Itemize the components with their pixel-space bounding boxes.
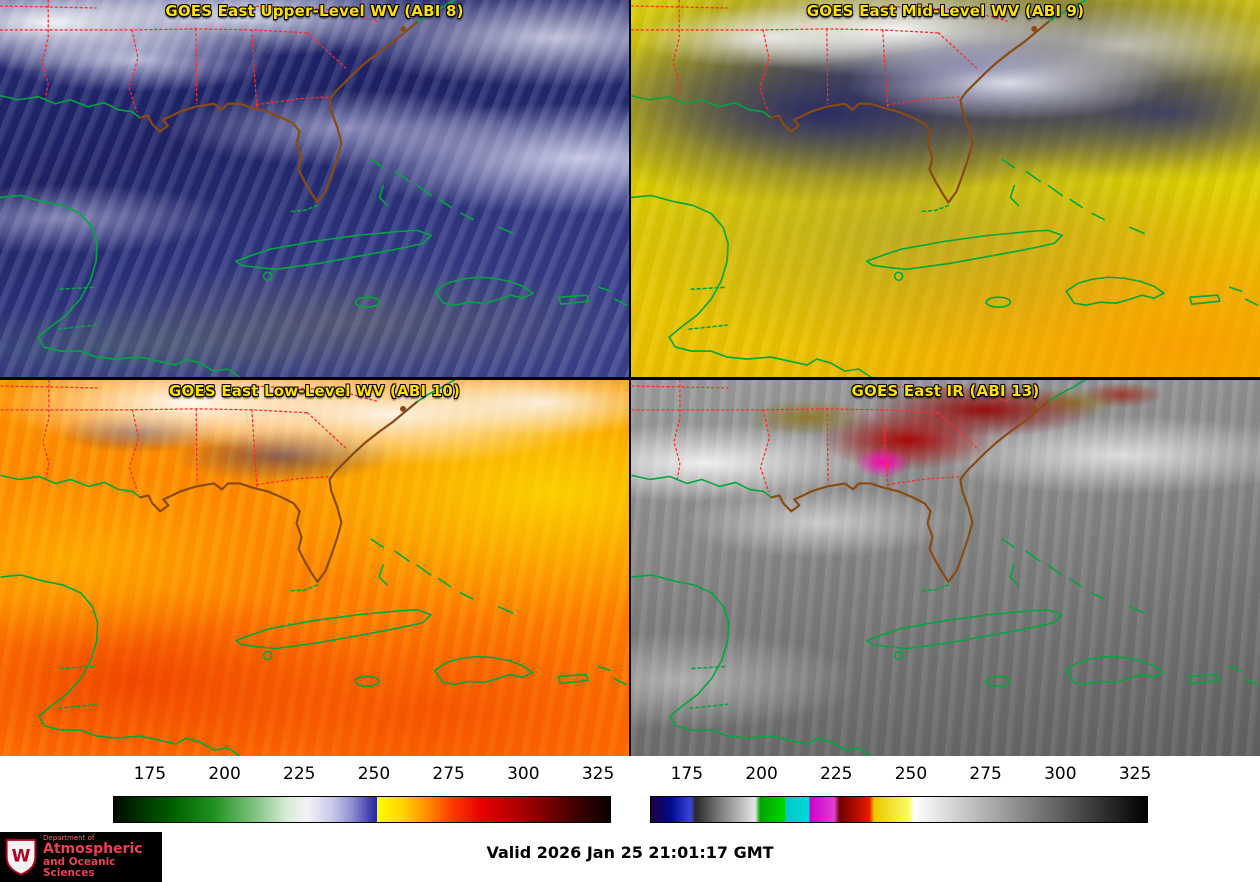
tick-label: 225: [820, 764, 853, 784]
quad-panel-grid: GOES East Upper-Level WV (ABI 8) GOES Ea…: [0, 0, 1260, 756]
tick-label: 250: [894, 764, 928, 784]
basemap-overlay: [631, 0, 1259, 377]
tick-label: 275: [432, 764, 465, 784]
tick-label: 325: [1118, 764, 1152, 784]
ir-colorbar-gradient: [650, 796, 1148, 823]
uw-aos-logo: W Department of Atmospheric and Oceanic …: [0, 832, 162, 882]
wv-colorbar-gradient: [113, 796, 611, 823]
panel-low-level-wv: GOES East Low-Level WV (ABI 10): [0, 380, 629, 756]
footer: W Department of Atmospheric and Oceanic …: [0, 832, 1260, 882]
panel-title-mid-wv: GOES East Mid-Level WV (ABI 9): [806, 2, 1085, 20]
logo-text: Department of Atmospheric and Oceanic Sc…: [43, 833, 162, 880]
valid-timestamp: Valid 2026 Jan 25 21:01:17 GMT: [486, 843, 774, 862]
logo-line-2: and Oceanic Sciences: [43, 856, 116, 880]
logo-dept-line: Department of: [43, 833, 95, 842]
tick-label: 325: [581, 764, 615, 784]
ir-colorbar-ticks: 175 200 225 250 275 300 325: [650, 764, 1152, 786]
ir-colorbar: 175 200 225 250 275 300 325: [650, 756, 1152, 832]
tick-label: 200: [745, 764, 778, 784]
panel-title-low-wv: GOES East Low-Level WV (ABI 10): [168, 382, 461, 400]
logo-line-1: Atmospheric: [43, 841, 143, 858]
wv-colorbar-ticks: 175 200 225 250 275 300 325: [113, 764, 615, 786]
tick-label: 175: [670, 764, 704, 784]
colorbar-section: 175 200 225 250 275 300 325 175 200 225 …: [0, 756, 1260, 832]
tick-label: 175: [133, 764, 167, 784]
tick-label: 275: [969, 764, 1002, 784]
wv-colorbar: 175 200 225 250 275 300 325: [113, 756, 615, 832]
basemap-overlay: [0, 0, 628, 377]
crest-letter: W: [12, 847, 31, 867]
tick-label: 300: [1044, 764, 1077, 784]
panel-mid-level-wv: GOES East Mid-Level WV (ABI 9): [631, 0, 1260, 377]
basemap-overlay: [631, 380, 1258, 756]
panel-title-ir: GOES East IR (ABI 13): [851, 382, 1040, 400]
tick-label: 200: [208, 764, 241, 784]
tick-label: 225: [283, 764, 316, 784]
tick-label: 250: [357, 764, 391, 784]
panel-upper-level-wv: GOES East Upper-Level WV (ABI 8): [0, 0, 629, 377]
basemap-overlay: [0, 380, 627, 756]
panel-title-upper-wv: GOES East Upper-Level WV (ABI 8): [165, 2, 464, 20]
tick-label: 300: [507, 764, 540, 784]
panel-ir: GOES East IR (ABI 13): [631, 380, 1260, 756]
uw-crest-icon: W: [5, 838, 37, 876]
